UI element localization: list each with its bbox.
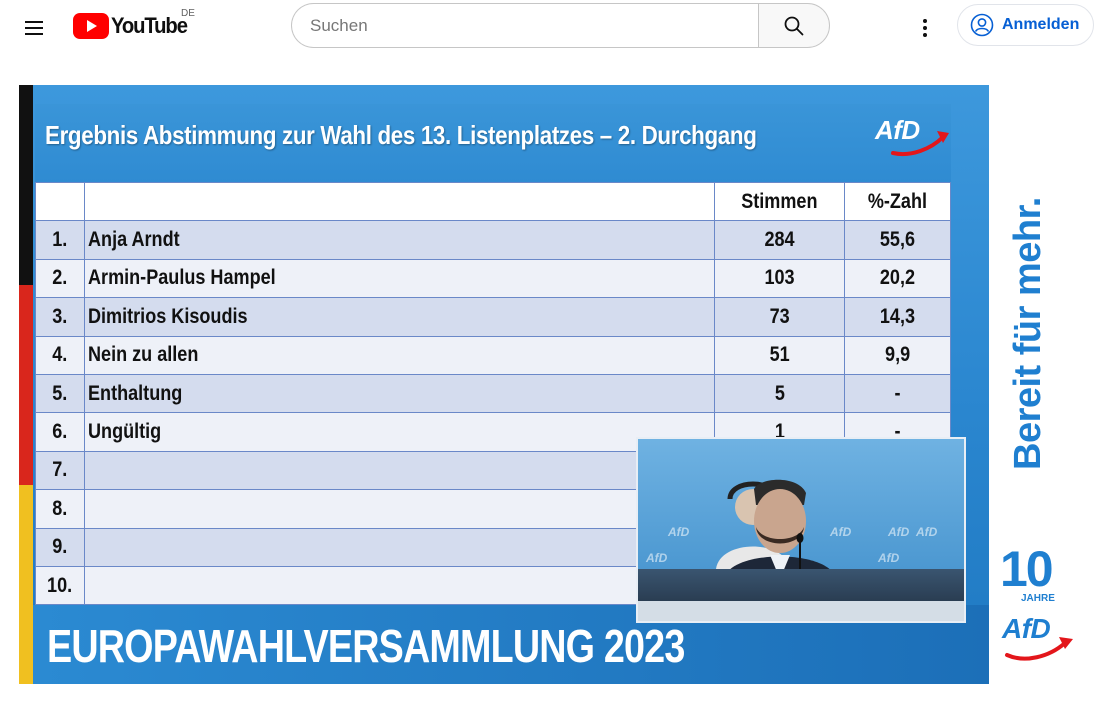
votes-cell: 284: [714, 220, 846, 260]
video-player[interactable]: Ergebnis Abstimmung zur Wahl des 13. Lis…: [19, 85, 989, 684]
pct-cell: 20,2: [844, 258, 951, 299]
name-cell: Ungültig: [83, 412, 716, 452]
speaker-inset: AfD AfD AfD AfD AfD AfD: [636, 437, 966, 623]
slide-title-bar: [35, 104, 951, 182]
table-row: 3. Dimitrios Kisoudis 73 14,3: [35, 297, 951, 337]
rank-cell: 3.: [35, 297, 85, 337]
signin-label: Anmelden: [1002, 16, 1080, 33]
youtube-play-icon: [73, 13, 109, 39]
rank-cell: 6.: [35, 412, 85, 452]
table-row: 2. Armin-Paulus Hampel 103 20,2: [35, 258, 951, 299]
rank-cell: 10.: [35, 565, 85, 606]
name-cell: [83, 527, 716, 567]
pct-cell: 9,9: [844, 335, 951, 375]
col-votes-header: Stimmen: [714, 181, 846, 222]
search-icon: [784, 16, 804, 35]
guide-menu-button[interactable]: [14, 8, 54, 48]
inset-watermark: AfD: [888, 525, 910, 539]
name-cell: [83, 565, 716, 606]
afd-logo-text: AfD: [875, 115, 920, 145]
name-cell: [83, 489, 716, 529]
rank-cell: 4.: [35, 335, 85, 375]
name-cell: Armin-Paulus Hampel: [83, 258, 716, 299]
pct-cell: 14,3: [844, 297, 951, 337]
col-pct-header: %-Zahl: [844, 181, 951, 222]
region-code: DE: [181, 8, 195, 19]
inset-watermark: AfD: [830, 525, 852, 539]
anniversary-number: 10: [1000, 541, 1054, 597]
side-afd-swoosh-icon: [1005, 637, 1073, 661]
rank-cell: 8.: [35, 489, 85, 529]
anniversary-word: JAHRE: [1021, 593, 1055, 604]
settings-more-button[interactable]: [905, 8, 945, 48]
rank-cell: 2.: [35, 258, 85, 299]
inset-watermark: AfD: [668, 525, 690, 539]
signin-button[interactable]: Anmelden: [957, 4, 1094, 46]
account-circle-icon: [970, 13, 994, 37]
search-button[interactable]: [758, 3, 830, 48]
col-name-header: [83, 181, 716, 222]
inset-watermark: AfD: [878, 551, 900, 565]
side-afd-logo: AfD: [1002, 613, 1051, 644]
table-row: 1. Anja Arndt 284 55,6: [35, 220, 951, 260]
youtube-wordmark: YouTube: [111, 13, 188, 38]
rank-cell: 9.: [35, 527, 85, 567]
german-flag-stripe: [19, 85, 33, 684]
afd-swoosh-icon: [891, 131, 949, 156]
col-rank-header: [35, 181, 85, 222]
masthead: YouTube DE Anmelden: [0, 0, 1094, 56]
inset-watermark: AfD: [646, 551, 668, 565]
inset-watermark: AfD: [916, 525, 938, 539]
search-input[interactable]: [291, 3, 758, 48]
name-cell: Enthaltung: [83, 373, 716, 414]
more-vertical-icon: [923, 19, 927, 37]
search-box: [291, 3, 830, 48]
pct-cell: 55,6: [844, 220, 951, 260]
rank-cell: 7.: [35, 450, 85, 491]
table-row: 4. Nein zu allen 51 9,9: [35, 335, 951, 375]
side-branding-panel: Bereit für mehr. 10 JAHRE AfD: [989, 85, 1079, 684]
name-cell: Anja Arndt: [83, 220, 716, 260]
slide-title: Ergebnis Abstimmung zur Wahl des 13. Lis…: [45, 120, 757, 150]
results-header-row: Stimmen %-Zahl: [35, 181, 951, 222]
afd-logo: AfD: [871, 113, 951, 161]
votes-cell: 73: [714, 297, 846, 337]
name-cell: Dimitrios Kisoudis: [83, 297, 716, 337]
name-cell: Nein zu allen: [83, 335, 716, 375]
votes-cell: 103: [714, 258, 846, 299]
votes-cell: 5: [714, 373, 846, 414]
pct-cell: -: [844, 373, 951, 414]
table-row: 5. Enthaltung 5 -: [35, 373, 951, 414]
hamburger-icon: [25, 21, 43, 35]
name-cell: [83, 450, 716, 491]
votes-cell: 51: [714, 335, 846, 375]
rank-cell: 5.: [35, 373, 85, 414]
rank-cell: 1.: [35, 220, 85, 260]
event-banner: EUROPAWAHLVERSAMMLUNG 2023: [47, 620, 685, 672]
side-slogan: Bereit für mehr.: [1007, 197, 1049, 470]
youtube-logo[interactable]: YouTube: [73, 13, 193, 39]
